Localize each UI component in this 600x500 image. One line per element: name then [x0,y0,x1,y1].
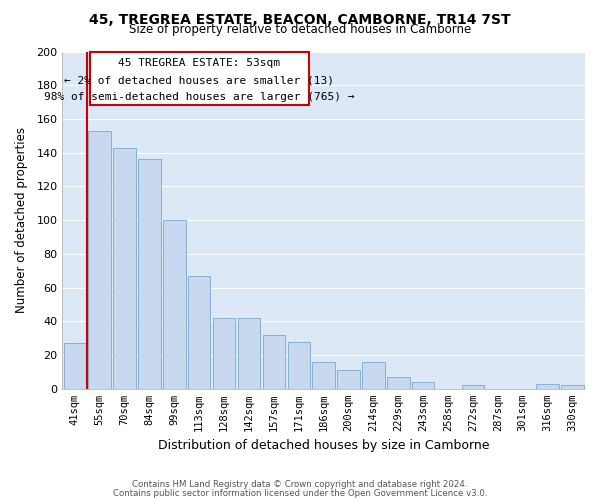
Bar [387,377,410,389]
Bar [462,386,484,389]
Text: Size of property relative to detached houses in Camborne: Size of property relative to detached ho… [129,22,471,36]
Bar [88,131,111,389]
Text: 98% of semi-detached houses are larger (765) →: 98% of semi-detached houses are larger (… [44,92,355,102]
Bar [562,386,584,389]
Text: 45 TREGREA ESTATE: 53sqm: 45 TREGREA ESTATE: 53sqm [118,58,280,68]
Text: Contains public sector information licensed under the Open Government Licence v3: Contains public sector information licen… [113,489,487,498]
X-axis label: Distribution of detached houses by size in Camborne: Distribution of detached houses by size … [158,440,490,452]
Y-axis label: Number of detached properties: Number of detached properties [15,127,28,313]
Bar [213,318,235,389]
Bar [536,384,559,389]
Bar [163,220,185,389]
Bar [313,362,335,389]
Bar [263,335,285,389]
Bar [412,382,434,389]
Bar [113,148,136,389]
Text: Contains HM Land Registry data © Crown copyright and database right 2024.: Contains HM Land Registry data © Crown c… [132,480,468,489]
Bar [64,344,86,389]
Bar [188,276,211,389]
Text: ← 2% of detached houses are smaller (13): ← 2% of detached houses are smaller (13) [64,75,334,85]
Text: 45, TREGREA ESTATE, BEACON, CAMBORNE, TR14 7ST: 45, TREGREA ESTATE, BEACON, CAMBORNE, TR… [89,12,511,26]
Bar [138,160,161,389]
Bar [287,342,310,389]
Bar [337,370,360,389]
FancyBboxPatch shape [89,52,309,106]
Bar [238,318,260,389]
Bar [362,362,385,389]
